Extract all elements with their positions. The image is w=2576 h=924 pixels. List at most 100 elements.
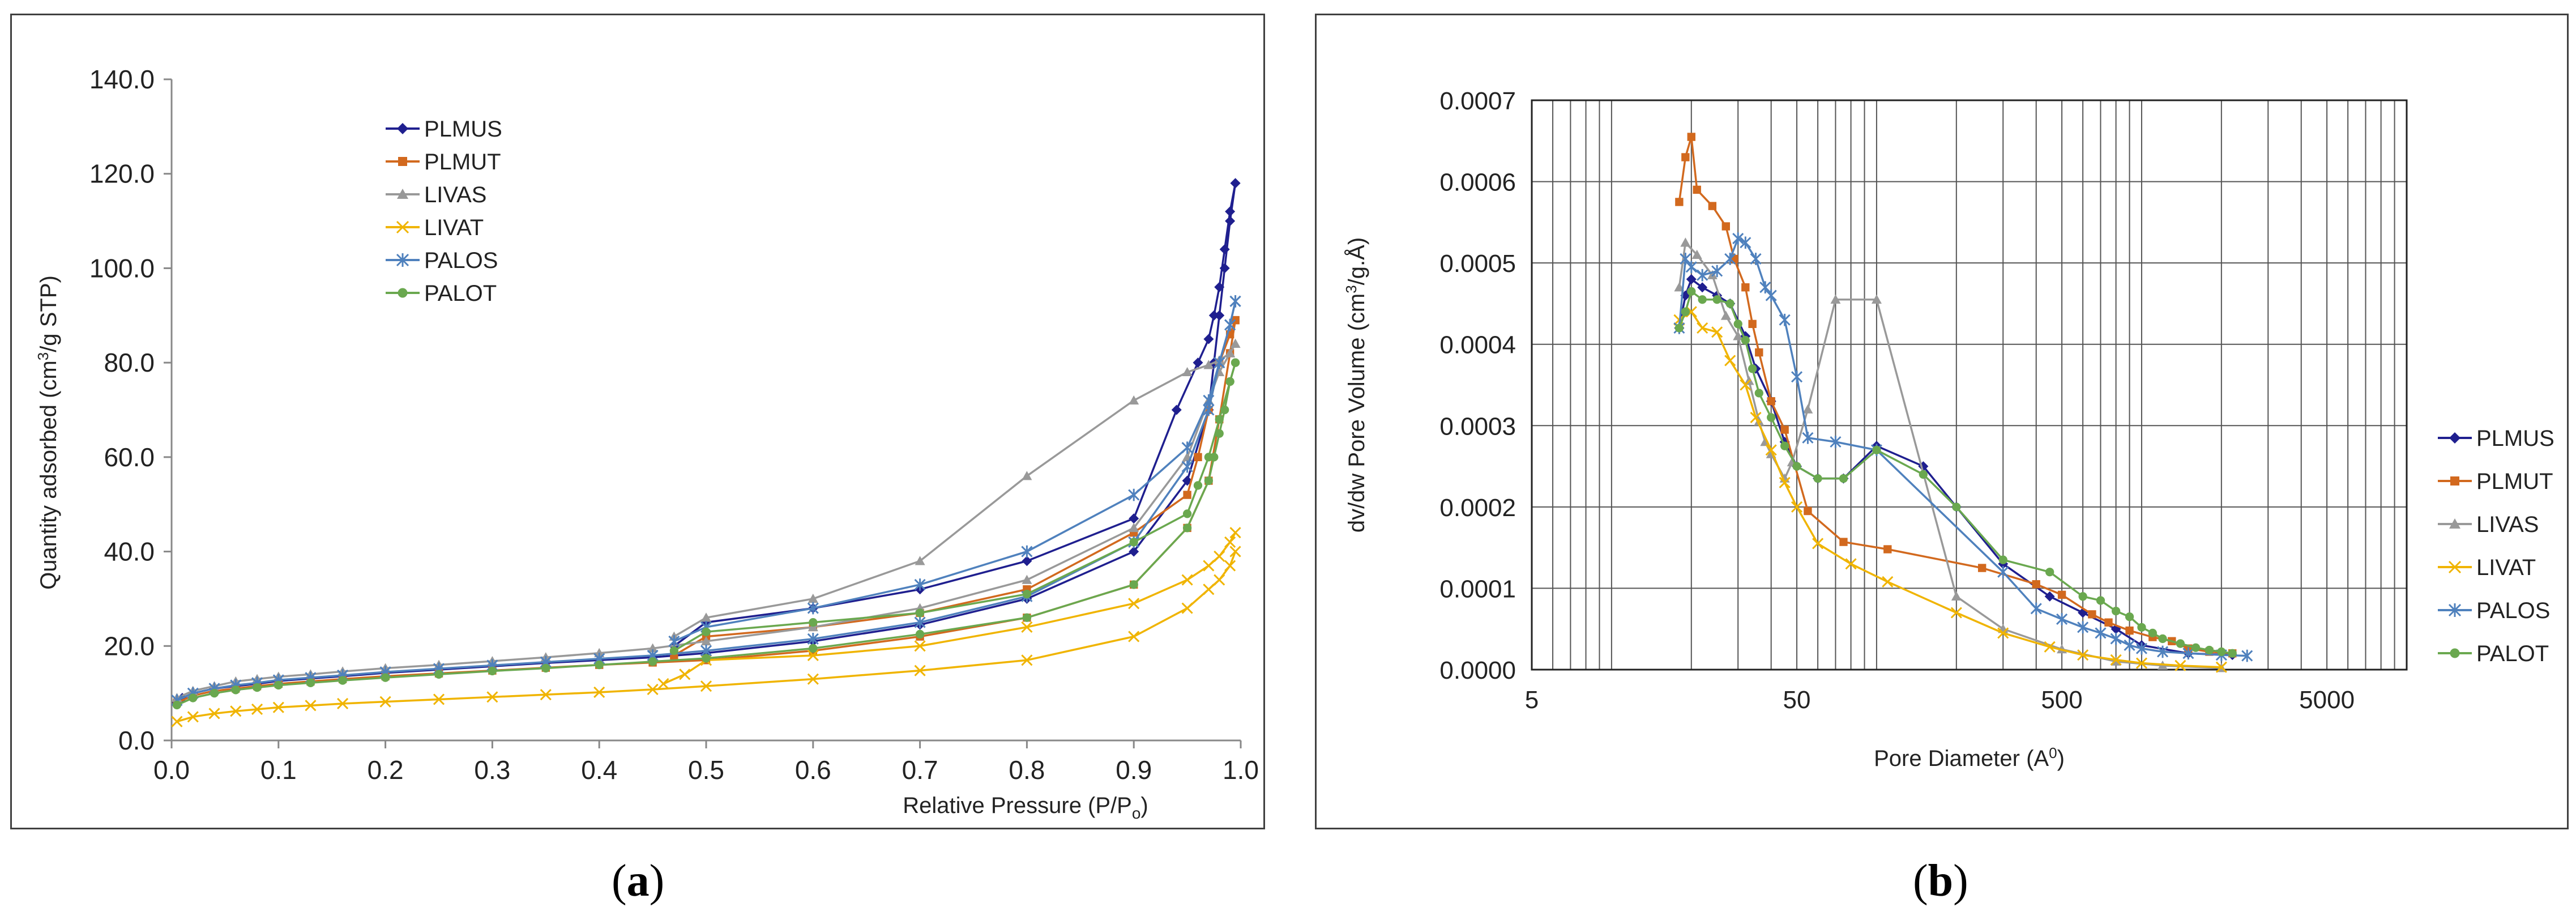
chart-panel-a: 0.0 20.0 40.0 60.0 80.0 100.0 120.0 140.0 0.0 0.1… bbox=[10, 14, 1265, 829]
legend-marker bbox=[2450, 648, 2460, 658]
y-tick-label: 0.0005 bbox=[1439, 250, 1516, 278]
data-point bbox=[171, 716, 183, 727]
chart-panel-b: 0.0000 0.0001 0.0002 0.0003 0.0004 0.0005 0.00… bbox=[1315, 14, 2569, 829]
data-point bbox=[807, 602, 819, 615]
data-point bbox=[1733, 331, 1744, 340]
data-point bbox=[1193, 357, 1203, 368]
data-point bbox=[1748, 320, 1757, 329]
data-point bbox=[1183, 491, 1191, 499]
data-point bbox=[2030, 602, 2042, 615]
data-point bbox=[1802, 404, 1813, 414]
data-point bbox=[807, 649, 819, 662]
data-point bbox=[1741, 335, 1750, 345]
data-point bbox=[809, 644, 818, 653]
palot-desorption-line bbox=[673, 362, 1237, 652]
data-point bbox=[1225, 348, 1236, 357]
data-point bbox=[1791, 371, 1803, 383]
data-point bbox=[337, 697, 349, 710]
data-point bbox=[1231, 358, 1240, 367]
data-point bbox=[1181, 460, 1193, 473]
series-palot bbox=[1674, 287, 2237, 658]
data-point bbox=[305, 700, 317, 712]
y-tick-label: 80.0 bbox=[104, 348, 155, 377]
data-point bbox=[1129, 513, 1139, 524]
x-tick-label: 0.3 bbox=[474, 755, 510, 785]
series-livat bbox=[171, 527, 1241, 727]
data-point bbox=[1755, 348, 1763, 357]
data-point bbox=[1997, 627, 2009, 639]
data-point bbox=[210, 688, 219, 698]
data-point bbox=[668, 635, 680, 648]
data-point bbox=[2156, 645, 2169, 658]
y-tick-label: 60.0 bbox=[104, 442, 155, 472]
palos-adsorption-line bbox=[176, 301, 1237, 701]
y-tick-label: 0.0000 bbox=[1439, 657, 1516, 684]
data-point bbox=[2032, 580, 2040, 589]
data-point bbox=[1839, 474, 1848, 483]
data-point bbox=[1919, 470, 1928, 479]
data-point bbox=[379, 696, 391, 708]
data-point bbox=[647, 683, 659, 696]
plot-area-border bbox=[1531, 99, 2408, 671]
series-livas bbox=[1674, 237, 2227, 672]
y-tick-label: 100.0 bbox=[89, 253, 155, 283]
data-point bbox=[1839, 538, 1848, 546]
caption-b-letter: b bbox=[1928, 856, 1954, 906]
data-point bbox=[914, 616, 926, 629]
livat-line bbox=[1678, 310, 2222, 668]
data-point bbox=[1951, 591, 1962, 601]
data-point bbox=[1219, 244, 1230, 255]
data-point bbox=[1779, 476, 1791, 488]
data-point bbox=[2045, 568, 2054, 577]
legend-marker bbox=[397, 123, 408, 134]
data-point bbox=[1687, 133, 1695, 141]
gridlines bbox=[1532, 100, 2407, 670]
x-tick-label: 0.4 bbox=[581, 755, 617, 785]
data-point bbox=[808, 593, 818, 603]
data-point bbox=[2044, 591, 2055, 602]
data-point bbox=[1724, 253, 1736, 265]
data-point bbox=[1997, 565, 2009, 578]
data-point bbox=[2125, 612, 2134, 621]
data-point bbox=[1754, 389, 1763, 398]
data-point bbox=[1765, 444, 1777, 456]
data-point bbox=[807, 632, 819, 645]
data-point bbox=[2095, 627, 2107, 640]
data-point bbox=[1182, 509, 1192, 518]
data-point bbox=[1883, 545, 1892, 553]
data-point bbox=[648, 657, 657, 666]
palos-line bbox=[1678, 237, 2248, 657]
data-point bbox=[2241, 649, 2253, 662]
data-point bbox=[1759, 281, 1771, 294]
series-livat bbox=[1673, 306, 2227, 673]
data-point bbox=[381, 673, 390, 682]
data-point bbox=[700, 680, 712, 692]
data-point bbox=[2158, 634, 2167, 644]
data-point bbox=[1215, 429, 1224, 438]
legend-label-livas: LIVAS bbox=[2476, 512, 2539, 537]
data-point bbox=[1687, 287, 1696, 296]
data-point bbox=[1129, 580, 1138, 589]
data-point bbox=[2191, 643, 2201, 652]
data-point bbox=[1214, 356, 1225, 369]
data-point bbox=[1224, 560, 1236, 572]
data-point bbox=[807, 673, 819, 685]
data-point bbox=[1724, 355, 1736, 367]
data-point bbox=[1740, 236, 1751, 249]
legend-label-plmus: PLMUS bbox=[2476, 426, 2554, 451]
data-point bbox=[1194, 453, 1202, 462]
data-point bbox=[1697, 322, 1708, 334]
series-plmus bbox=[1674, 274, 2238, 661]
data-point bbox=[1720, 310, 1731, 320]
data-point bbox=[2110, 632, 2122, 645]
y-axis-title: Quantity adsorbed (cm3/g STP) bbox=[35, 275, 61, 590]
series-palot bbox=[172, 358, 1240, 710]
data-point bbox=[230, 705, 242, 717]
legend-marker bbox=[2449, 432, 2460, 444]
data-point bbox=[1021, 545, 1033, 558]
legend-marker bbox=[396, 220, 409, 234]
data-point bbox=[1022, 589, 1032, 599]
data-point bbox=[2148, 628, 2157, 638]
data-point bbox=[2135, 657, 2148, 669]
data-point bbox=[2125, 626, 2134, 635]
